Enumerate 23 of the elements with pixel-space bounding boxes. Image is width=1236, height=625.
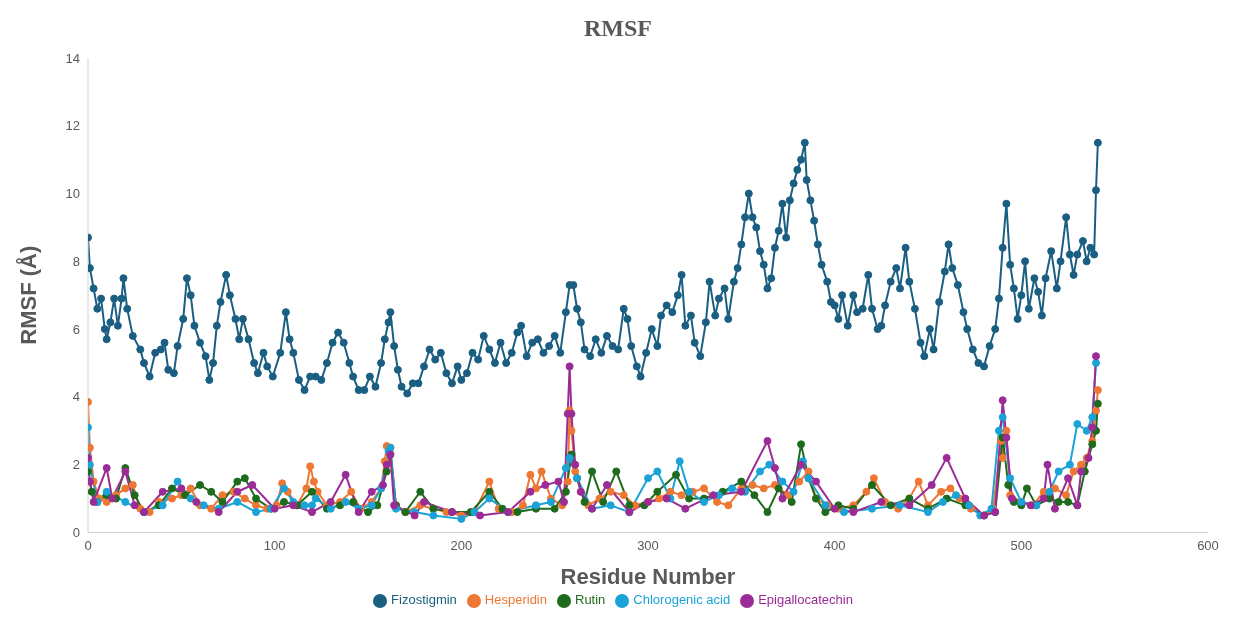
y-tick-label: 14 [65,50,80,66]
legend-label: Rutin [575,592,606,608]
y-tick-label: 8 [72,253,80,269]
legend-label: Epigallocatechin [758,592,853,608]
legend-label: Chlorogenic acid [633,592,731,608]
y-tick-label: 6 [72,321,80,337]
x-axis-title: Residue Number [560,564,736,590]
x-tick-label: 300 [637,537,659,553]
x-tick-label: 0 [84,537,92,553]
y-tick-label: 12 [65,118,80,134]
y-tick-label: 0 [72,525,80,541]
x-tick-label: 500 [1010,537,1033,553]
y-tick-label: 10 [65,186,80,202]
legend-label: Hesperidin [484,592,547,608]
legend-label: Fizostigmin [391,592,457,608]
chart-title: RMSF [583,14,653,43]
x-tick-label: 600 [1197,537,1219,553]
y-tick-label: 4 [72,389,80,405]
y-tick-label: 2 [72,457,80,473]
x-tick-label: 100 [263,537,286,553]
x-tick-label: 400 [823,537,846,553]
y-axis-title: RMSF (Å) [14,245,41,345]
x-tick-label: 200 [450,537,473,553]
